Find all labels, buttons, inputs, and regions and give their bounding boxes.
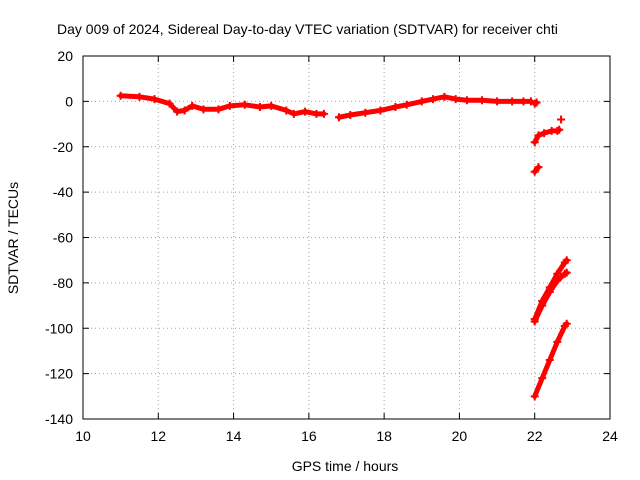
y-tick-label: -140	[45, 411, 73, 427]
data-point	[165, 99, 174, 108]
data-point	[553, 269, 562, 278]
data-point	[417, 97, 426, 106]
data-point	[557, 115, 566, 124]
data-point	[135, 92, 144, 101]
data-point	[301, 107, 310, 116]
data-point	[530, 392, 539, 401]
series-segment	[334, 92, 535, 122]
data-point	[240, 100, 249, 109]
x-tick-label: 20	[452, 428, 468, 444]
data-point	[180, 106, 189, 115]
x-tick-label: 22	[527, 428, 543, 444]
data-point	[402, 100, 411, 109]
data-point	[312, 109, 321, 118]
chart-title: Day 009 of 2024, Sidereal Day-to-day VTE…	[57, 21, 558, 37]
data-point	[519, 97, 528, 106]
x-tick-label: 12	[150, 428, 166, 444]
series-segment	[530, 98, 541, 108]
data-point	[553, 337, 562, 346]
x-tick-label: 18	[376, 428, 392, 444]
data-point	[562, 268, 571, 277]
data-point	[508, 97, 517, 106]
data-point	[116, 91, 125, 100]
y-tick-label: 0	[65, 93, 73, 109]
series-segment	[530, 125, 564, 147]
x-tick-label: 10	[75, 428, 91, 444]
data-point	[267, 101, 276, 110]
data-point	[376, 106, 385, 115]
data-point	[225, 101, 234, 110]
data-point	[451, 95, 460, 104]
data-point	[545, 283, 554, 292]
x-tick-label: 16	[301, 428, 317, 444]
data-point	[562, 319, 571, 328]
data-point	[214, 105, 223, 114]
data-point	[493, 97, 502, 106]
x-axis-label: GPS time / hours	[292, 458, 399, 474]
series-segment	[530, 319, 571, 401]
data-point	[530, 167, 539, 176]
data-point	[462, 96, 471, 105]
y-tick-label: -80	[53, 275, 73, 291]
axis-ticks: 10 12 14 16 18 20 22 24 20 0 -20 -40 -60 -80 -100 -120 -…	[45, 48, 618, 444]
series-segment	[116, 91, 328, 118]
data-point	[391, 103, 400, 112]
data-point	[440, 92, 449, 101]
data-point	[255, 103, 264, 112]
data-point	[319, 109, 328, 118]
data-point	[289, 109, 298, 118]
x-tick-label: 24	[602, 428, 618, 444]
y-tick-label: -120	[45, 366, 73, 382]
y-tick-label: 20	[57, 48, 73, 64]
y-axis-label: SDTVAR / TECUs	[5, 182, 21, 294]
data-point	[334, 113, 343, 122]
data-point	[534, 163, 543, 172]
data-point	[540, 129, 549, 138]
series-segment	[557, 115, 566, 124]
data-point	[534, 131, 543, 140]
data-point	[199, 105, 208, 114]
x-tick-label: 14	[226, 428, 242, 444]
data-point	[555, 125, 564, 134]
data-point	[361, 108, 370, 117]
data-point	[429, 95, 438, 104]
series-segment	[530, 256, 571, 324]
series-segment	[530, 163, 543, 176]
data-point	[282, 106, 291, 115]
data-trace	[336, 94, 534, 120]
data-point	[538, 374, 547, 383]
data-point	[173, 107, 182, 116]
data-point	[150, 95, 159, 104]
data-point	[530, 315, 539, 324]
data-point	[478, 96, 487, 105]
data-point	[530, 138, 539, 147]
y-tick-label: -20	[53, 139, 73, 155]
data-point	[538, 297, 547, 306]
data-point	[532, 98, 541, 107]
data-series	[116, 91, 571, 401]
data-point	[562, 256, 571, 265]
y-tick-label: -60	[53, 230, 73, 246]
y-tick-label: -100	[45, 320, 73, 336]
data-point	[346, 110, 355, 119]
grid	[83, 56, 610, 419]
y-tick-label: -40	[53, 184, 73, 200]
data-point	[188, 101, 197, 110]
data-point	[545, 356, 554, 365]
